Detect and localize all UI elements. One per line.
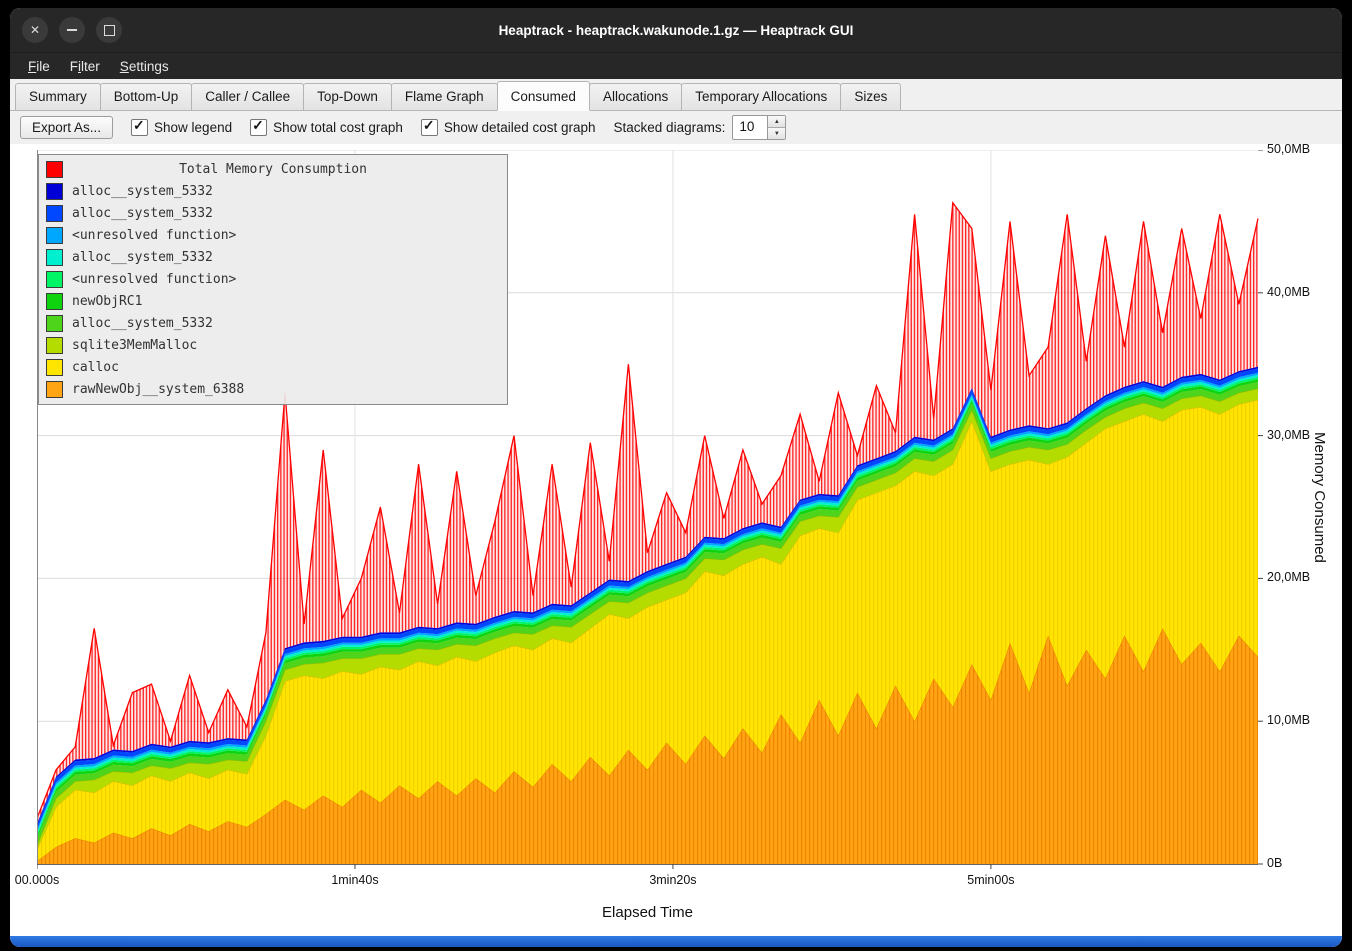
legend-label: <unresolved function>	[72, 271, 237, 287]
legend-item: alloc__system_5332	[39, 202, 507, 224]
tab-top-down[interactable]: Top-Down	[303, 83, 392, 110]
chart-area: Total Memory Consumption alloc__system_53…	[10, 142, 1342, 938]
legend-item: <unresolved function>	[39, 268, 507, 290]
x-axis-title: Elapsed Time	[602, 904, 693, 921]
tab-bottom-up[interactable]: Bottom-Up	[99, 83, 193, 110]
y-tick-label: 0B	[1267, 856, 1283, 870]
legend-swatch	[46, 204, 63, 222]
legend-label: rawNewObj__system_6388	[72, 381, 245, 397]
checkbox-show-legend[interactable]: Show legend	[131, 117, 233, 136]
legend-label: alloc__system_5332	[72, 249, 213, 265]
y-tick-label: 40,0MB	[1267, 284, 1311, 299]
legend-swatch	[46, 292, 63, 310]
close-button[interactable]: ✕	[22, 17, 48, 43]
line-total-memory-consumption	[37, 201, 1259, 819]
menu-settings[interactable]: Settings	[119, 58, 169, 74]
legend-label: alloc__system_5332	[72, 205, 213, 221]
legend-swatch	[46, 336, 63, 354]
legend-title-row: Total Memory Consumption	[39, 158, 507, 180]
checkbox-show-detailed-cost-graph[interactable]: Show detailed cost graph	[420, 117, 596, 136]
y-tick-label: 10,0MB	[1267, 713, 1311, 728]
legend-swatch	[46, 314, 63, 332]
checkbox-label: Show total cost graph	[273, 120, 403, 135]
stacked-diagrams-value: 10	[739, 119, 755, 134]
y-tick-label: 20,0MB	[1267, 570, 1311, 585]
checkbox-group: Show legend Show total cost graph Show det…	[131, 117, 596, 136]
tab-caller-callee[interactable]: Caller / Callee	[191, 83, 305, 110]
legend-label: <unresolved function>	[72, 227, 237, 243]
tab-consumed[interactable]: Consumed	[496, 81, 590, 111]
area-rawnewobj-system-6388	[37, 628, 1258, 864]
legend-swatch	[46, 248, 63, 266]
legend-swatch	[46, 358, 63, 376]
checkbox-box[interactable]	[131, 117, 149, 136]
checkbox-box[interactable]	[420, 117, 438, 136]
tabbar: Summary Bottom-Up Caller / Callee Top-Down F…	[10, 79, 1342, 111]
series-layer	[37, 201, 1259, 864]
window-title: Heaptrack - heaptrack.wakunode.1.gz — He…	[498, 22, 854, 38]
tab-summary[interactable]: Summary	[15, 83, 101, 110]
legend-label: sqlite3MemMalloc	[72, 337, 198, 353]
checkbox-label: Show detailed cost graph	[443, 120, 596, 135]
stacked-diagrams-label: Stacked diagrams:	[613, 120, 726, 135]
x-tick-label: 1min40s	[331, 873, 379, 887]
menu-filter[interactable]: Filter	[69, 58, 100, 74]
y-axis-title: Memory Consumed	[1311, 432, 1328, 563]
maximize-icon	[103, 24, 115, 36]
window-controls: ✕	[22, 17, 122, 43]
legend-item: alloc__system_5332	[39, 312, 507, 334]
legend-swatch	[46, 380, 63, 398]
checkbox-box[interactable]	[250, 117, 268, 136]
menubar: File Filter Settings	[10, 52, 1342, 79]
y-tick-label: 30,0MB	[1267, 427, 1311, 442]
app-window: ✕ Heaptrack - heaptrack.wakunode.1.gz — …	[10, 8, 1342, 947]
legend-label: calloc	[72, 359, 119, 375]
tab-allocations[interactable]: Allocations	[588, 83, 683, 110]
window-bottom-accent-bar	[10, 936, 1342, 947]
legend-item: calloc	[39, 356, 507, 378]
export-as-button[interactable]: Export As...	[20, 116, 114, 139]
legend-swatch	[46, 160, 63, 178]
spinner-arrows: ▲ ▼	[767, 116, 786, 139]
legend-label: alloc__system_5332	[72, 183, 213, 199]
toolbar: Export As... Show legend Show total cost …	[10, 111, 1342, 144]
axes-layer	[37, 150, 1263, 869]
x-tick-label: 00.000s	[14, 873, 60, 887]
stacked-diagrams-spinner[interactable]: 10 ▲ ▼	[732, 115, 787, 140]
memory-chart[interactable]	[37, 150, 1266, 872]
tab-flame-graph[interactable]: Flame Graph	[390, 83, 498, 110]
legend-swatch	[46, 270, 63, 288]
maximize-button[interactable]	[96, 17, 122, 43]
minimize-button[interactable]	[59, 17, 85, 43]
legend-item: sqlite3MemMalloc	[39, 334, 507, 356]
tab-sizes[interactable]: Sizes	[840, 83, 902, 110]
area-calloc	[37, 399, 1258, 862]
legend-item: <unresolved function>	[39, 224, 507, 246]
legend-item: newObjRC1	[39, 290, 507, 312]
minimize-icon	[67, 29, 77, 31]
spinner-up-button[interactable]: ▲	[768, 116, 786, 128]
stacked-diagrams-control: Stacked diagrams: 10 ▲ ▼	[614, 115, 787, 140]
legend-label: alloc__system_5332	[72, 315, 213, 331]
spinner-down-button[interactable]: ▼	[768, 128, 786, 139]
checkbox-label: Show legend	[154, 120, 233, 135]
legend-item: alloc__system_5332	[39, 180, 507, 202]
chart-legend: Total Memory Consumption alloc__system_53…	[38, 154, 508, 405]
legend-item: rawNewObj__system_6388	[39, 378, 507, 400]
y-tick-label: 50,0MB	[1267, 142, 1311, 156]
titlebar: ✕ Heaptrack - heaptrack.wakunode.1.gz — …	[10, 8, 1342, 52]
menu-file[interactable]: File	[28, 58, 50, 74]
checkbox-show-total-cost-graph[interactable]: Show total cost graph	[250, 117, 403, 136]
area-total-memory-consumption	[37, 202, 1258, 824]
tab-temporary-allocations[interactable]: Temporary Allocations	[681, 83, 842, 110]
legend-item: alloc__system_5332	[39, 246, 507, 268]
legend-swatch	[46, 182, 63, 200]
legend-label: Total Memory Consumption	[179, 161, 367, 177]
legend-label: newObjRC1	[72, 293, 143, 309]
x-tick-label: 5min00s	[967, 873, 1015, 887]
x-tick-label: 3min20s	[649, 873, 697, 887]
legend-swatch	[46, 226, 63, 244]
